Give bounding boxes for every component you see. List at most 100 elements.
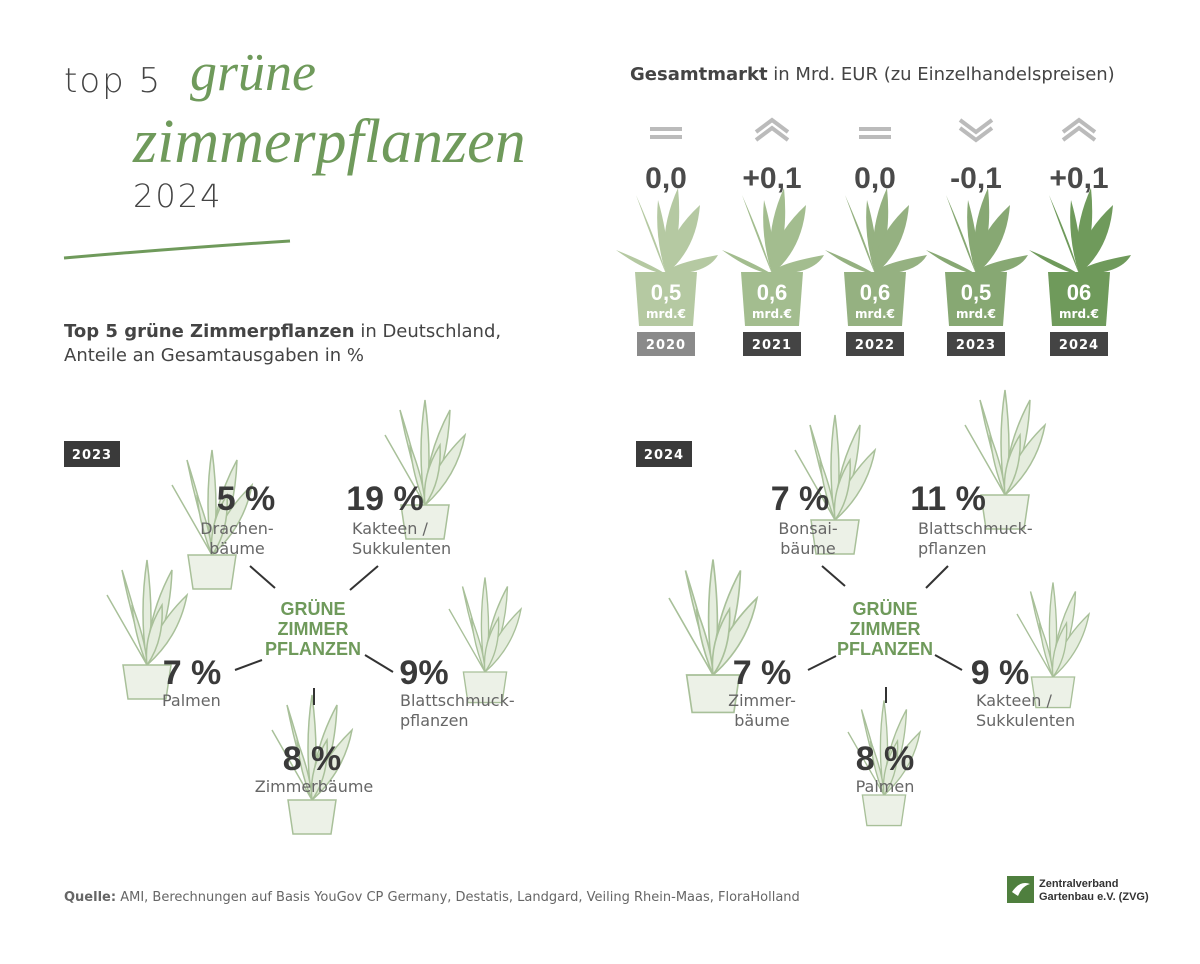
center-label: PFLANZEN [837,639,933,659]
pot-unit: mrd.€ [1059,307,1099,321]
leaf [106,594,148,666]
year-box [637,332,695,356]
leaf [665,205,700,274]
leaf [946,195,976,274]
pot [685,674,741,714]
share-label: Drachen- [200,519,273,538]
leaf [409,444,426,506]
leaf [711,606,731,678]
center-label: ZIMMER [278,619,349,639]
market-change: +0,1 [1049,162,1108,195]
trend-icon [1061,117,1097,142]
plant-illustration [106,559,189,700]
leaf [384,434,426,506]
pot [400,504,450,540]
share-value: 7 % [771,480,830,518]
share-label: Blattschmuck- [918,519,1033,538]
share-label: Sukkulenten [976,711,1075,730]
connector [821,565,846,587]
trend-icon [650,127,682,139]
plant-illustration [847,700,922,827]
market-title: Gesamtmarkt in Mrd. EUR (zu Einzelhandel… [630,64,1115,85]
connector [934,654,963,671]
leaf [668,597,714,676]
share-label: pflanzen [400,711,469,730]
share-value: 7 % [163,654,222,692]
pot-unit: mrd.€ [956,307,996,321]
leaf [310,737,328,803]
share-value: 19 % [346,480,424,518]
pot-value: 06 [1067,280,1091,305]
share-label: Palmen [162,691,221,710]
leaf [975,205,1010,274]
leaf [875,255,927,275]
pot-value: 0,6 [860,280,891,305]
pot-unit: mrd.€ [646,307,686,321]
market-change: 0,0 [854,162,896,195]
share-label: bäume [780,539,836,558]
pot-unit: mrd.€ [752,307,792,321]
leaf [771,205,806,274]
source: Quelle: AMI, Berechnungen auf Basis YouG… [64,890,800,905]
leaf [1038,622,1054,678]
share-label: pflanzen [918,539,987,558]
source-label: Quelle: [64,890,116,905]
year-label: 2022 [855,338,895,353]
pot [844,272,906,326]
share-label: bäume [209,539,265,558]
logo-leaf [1012,883,1030,896]
pot [741,272,803,326]
share-label: Bonsai- [778,519,837,538]
leaf [825,250,875,274]
share-label: Zimmer- [728,691,796,710]
leaf [1076,188,1093,274]
pot [861,794,907,827]
market-change: 0,0 [645,162,687,195]
pot [635,272,697,326]
year-box [846,332,904,356]
year-box [743,332,801,356]
leaf [210,492,228,558]
leaf [271,729,313,801]
connector [807,655,837,671]
leaf [171,484,213,556]
pot-value: 0,5 [651,280,682,305]
share-label: Kakteen / [976,691,1052,710]
plant-illustration [171,449,254,590]
center-label: ZIMMER [850,619,921,639]
leaf [794,449,836,521]
plant-illustration [448,577,523,704]
pot [945,272,1007,326]
year-tag-label: 2024 [644,448,684,463]
pot [810,519,860,555]
center-label: PFLANZEN [265,639,361,659]
share-label: Blattschmuck- [400,691,515,710]
leaf [989,434,1006,496]
share-value: 9 % [971,654,1030,692]
trend-icon [754,117,790,142]
plant-illustration [668,559,759,714]
share-label: Zimmerbäume [255,777,374,796]
leaf [973,188,990,274]
header-script: grüne [190,42,316,102]
leaf [1016,613,1054,678]
pot-value: 0,5 [961,280,992,305]
leaf [448,608,486,673]
subtitle-line: Anteile an Gesamtausgaben in % [64,345,364,366]
header-year: 2024 [133,177,222,215]
pot-unit: mrd.€ [855,307,895,321]
plant-illustration [964,389,1047,530]
share-value: 8 % [856,740,915,778]
pot [287,799,337,835]
pot [1048,272,1110,326]
leaf [423,442,441,508]
share-value: 9% [399,654,448,692]
leaf [470,617,486,673]
share-value: 8 % [283,740,342,778]
share-label: Sukkulenten [352,539,451,558]
leaf [964,424,1006,496]
leaf [819,459,836,521]
leaf [145,602,163,668]
divider [63,239,291,260]
header-pre: top 5 [64,61,162,101]
